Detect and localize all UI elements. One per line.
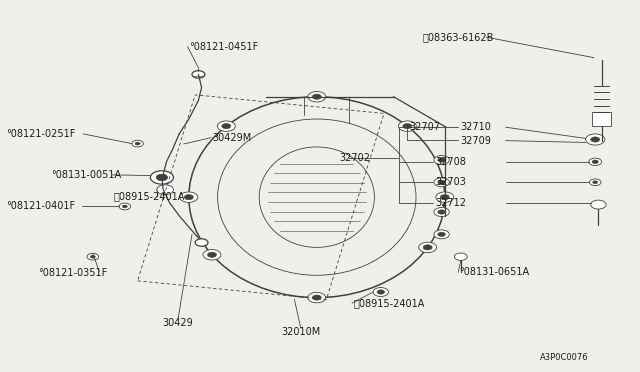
Text: °08121-0351F: °08121-0351F [38, 269, 108, 278]
Circle shape [593, 181, 598, 184]
Circle shape [222, 124, 231, 129]
Circle shape [180, 192, 198, 202]
Circle shape [589, 179, 601, 186]
Circle shape [592, 160, 598, 164]
Circle shape [90, 255, 95, 258]
Circle shape [157, 185, 173, 195]
Text: A3P0C0076: A3P0C0076 [540, 353, 589, 362]
Text: 32709: 32709 [461, 137, 492, 146]
Circle shape [436, 192, 454, 202]
Circle shape [419, 242, 436, 253]
Text: °08121-0401F: °08121-0401F [6, 202, 76, 211]
Text: 30429: 30429 [163, 318, 193, 328]
Text: °08131-0651A: °08131-0651A [460, 267, 530, 277]
Circle shape [308, 292, 326, 303]
Circle shape [586, 134, 605, 145]
Circle shape [312, 94, 321, 99]
Circle shape [591, 137, 600, 142]
Circle shape [438, 158, 445, 162]
Text: 32010M: 32010M [281, 327, 321, 337]
Text: 30429M: 30429M [212, 133, 252, 142]
Circle shape [135, 142, 140, 145]
Circle shape [207, 252, 216, 257]
Circle shape [423, 245, 432, 250]
Text: 32707: 32707 [410, 122, 440, 132]
Circle shape [87, 253, 99, 260]
Circle shape [438, 232, 445, 237]
Text: °08131-0051A: °08131-0051A [51, 170, 122, 180]
Circle shape [454, 253, 467, 260]
Circle shape [203, 250, 221, 260]
Circle shape [308, 92, 326, 102]
Circle shape [434, 230, 449, 239]
Text: Ⓢ08915-2401A: Ⓢ08915-2401A [354, 298, 426, 308]
Text: °08121-0251F: °08121-0251F [6, 129, 76, 139]
Circle shape [192, 71, 205, 78]
Circle shape [184, 195, 193, 200]
Text: 32703: 32703 [435, 177, 466, 187]
Circle shape [132, 140, 143, 147]
Circle shape [440, 195, 449, 200]
Text: 32702: 32702 [339, 153, 370, 163]
Circle shape [377, 290, 385, 294]
Circle shape [373, 288, 388, 296]
Circle shape [438, 180, 445, 185]
Circle shape [195, 239, 208, 246]
Circle shape [398, 121, 416, 131]
Circle shape [434, 178, 449, 187]
Circle shape [312, 295, 321, 300]
Text: Ⓢ08363-6162B: Ⓢ08363-6162B [422, 32, 494, 42]
Text: °08121-0451F: °08121-0451F [189, 42, 258, 51]
Circle shape [403, 124, 412, 129]
Text: Ⓥ08915-2401A: Ⓥ08915-2401A [114, 191, 186, 201]
Text: 32708: 32708 [435, 157, 466, 167]
Circle shape [591, 200, 606, 209]
Circle shape [434, 155, 449, 164]
Circle shape [218, 121, 236, 131]
Circle shape [589, 158, 602, 166]
Circle shape [119, 203, 131, 210]
Circle shape [150, 171, 173, 184]
Circle shape [122, 205, 127, 208]
Text: 32710: 32710 [461, 122, 492, 132]
Circle shape [434, 208, 449, 217]
FancyBboxPatch shape [592, 112, 611, 126]
Circle shape [438, 210, 445, 214]
Text: 32712: 32712 [435, 198, 466, 208]
Circle shape [156, 174, 168, 181]
